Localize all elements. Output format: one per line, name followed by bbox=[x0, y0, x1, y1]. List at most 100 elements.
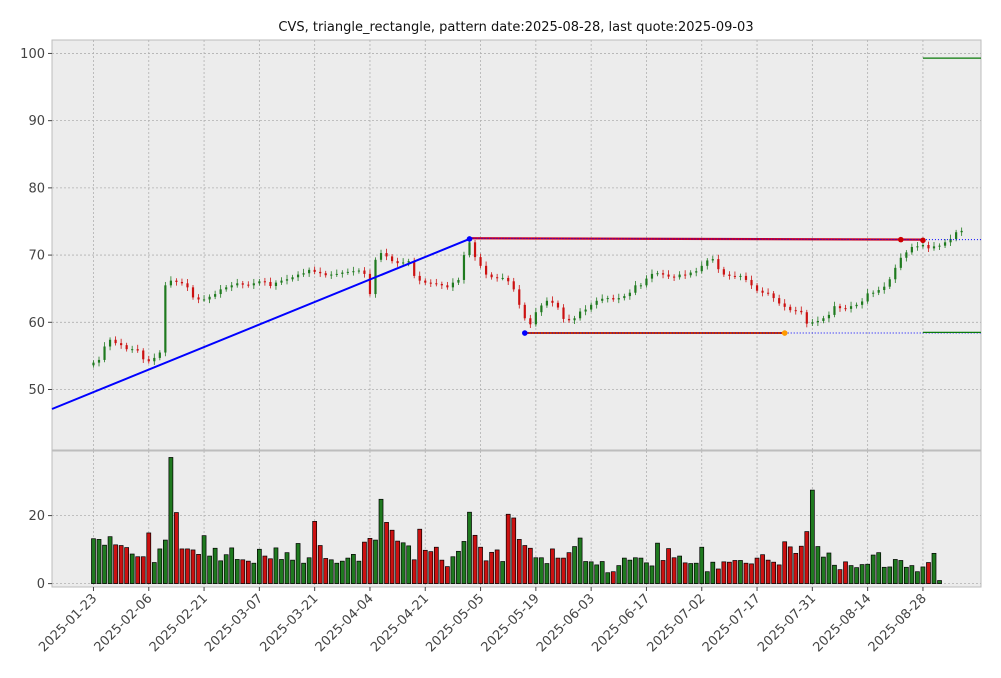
volume-bar bbox=[516, 539, 522, 584]
candle-body bbox=[656, 273, 659, 275]
volume-bar bbox=[317, 545, 323, 584]
volume-bar bbox=[682, 562, 688, 584]
volume-bar bbox=[793, 552, 799, 584]
candle-body bbox=[379, 253, 383, 260]
volume-bar bbox=[776, 564, 782, 584]
volume-bar bbox=[848, 565, 854, 584]
candle-body bbox=[335, 273, 338, 275]
candle-body bbox=[402, 262, 405, 264]
candle-body bbox=[811, 322, 814, 324]
candle-body bbox=[346, 271, 349, 273]
candle-body bbox=[258, 281, 261, 284]
volume-bar bbox=[257, 548, 262, 584]
volume-bar bbox=[107, 536, 113, 584]
volume-bar bbox=[439, 559, 445, 584]
volume-bar bbox=[174, 512, 179, 584]
candle-body bbox=[883, 286, 886, 291]
volume-bar bbox=[323, 558, 329, 584]
candle-body bbox=[866, 293, 869, 302]
volume-tick-label: 20 bbox=[28, 509, 45, 524]
pattern-point-marker bbox=[466, 236, 473, 242]
volume-bar bbox=[610, 571, 616, 584]
volume-bar bbox=[505, 513, 511, 584]
candle-body bbox=[131, 349, 134, 351]
candle-body bbox=[413, 261, 416, 276]
candle-body bbox=[385, 253, 388, 257]
volume-bar bbox=[207, 555, 212, 584]
candle-body bbox=[523, 304, 526, 319]
x-tick-label: 2025-05-05 bbox=[423, 591, 487, 655]
candle-body bbox=[252, 283, 255, 286]
volume-bar bbox=[594, 564, 600, 584]
candle-body bbox=[844, 308, 847, 310]
x-tick-label: 2025-04-04 bbox=[313, 591, 377, 655]
candle-body bbox=[872, 292, 875, 294]
candle-body bbox=[932, 246, 936, 249]
candle-body bbox=[451, 282, 455, 288]
candle-body bbox=[529, 318, 532, 325]
volume-bar bbox=[212, 547, 218, 584]
candle-body bbox=[789, 306, 792, 311]
volume-bar bbox=[124, 547, 130, 584]
volume-bar bbox=[339, 560, 345, 584]
candle-body bbox=[888, 279, 891, 287]
candle-body bbox=[225, 287, 228, 290]
candle-body bbox=[722, 269, 725, 275]
candle-body bbox=[202, 299, 206, 301]
candle-body bbox=[357, 270, 361, 272]
volume-bar bbox=[411, 559, 417, 584]
volume-bar bbox=[870, 554, 876, 584]
candle-body bbox=[910, 247, 913, 253]
candle-body bbox=[960, 230, 963, 233]
volume-bar bbox=[887, 566, 893, 584]
candle-body bbox=[330, 274, 333, 276]
volume-bar bbox=[754, 557, 760, 584]
x-tick-label: 2025-03-21 bbox=[257, 591, 321, 655]
x-tick-label: 2025-07-17 bbox=[700, 591, 764, 655]
candle-body bbox=[750, 279, 753, 286]
volume-bar bbox=[599, 561, 605, 584]
candle-body bbox=[805, 312, 808, 324]
volume-bar bbox=[279, 559, 284, 584]
volume-bar bbox=[644, 562, 649, 584]
candle-body bbox=[490, 274, 493, 278]
candle-body bbox=[363, 270, 366, 274]
volume-bar bbox=[677, 555, 682, 584]
candle-body bbox=[894, 267, 897, 280]
volume-bar bbox=[727, 561, 732, 584]
x-tick-label: 2025-02-06 bbox=[92, 591, 156, 655]
candle-body bbox=[285, 279, 289, 281]
volume-bar bbox=[234, 559, 240, 584]
candle-body bbox=[755, 285, 759, 291]
volume-bar bbox=[301, 562, 306, 584]
volume-bar bbox=[168, 457, 174, 584]
candle-body bbox=[291, 277, 294, 280]
candle-body bbox=[861, 301, 864, 305]
x-tick-label: 2025-07-02 bbox=[645, 591, 709, 655]
volume-bar bbox=[400, 542, 406, 584]
candle-body bbox=[623, 296, 626, 299]
candle-body bbox=[827, 314, 831, 319]
resistance-line bbox=[469, 237, 923, 241]
candle-body bbox=[739, 275, 742, 277]
candle-body bbox=[650, 273, 654, 279]
volume-bar bbox=[655, 542, 660, 584]
candle-body bbox=[562, 307, 565, 319]
volume-bar bbox=[201, 535, 207, 584]
volume-bar bbox=[185, 548, 190, 584]
volume-bar bbox=[91, 538, 96, 584]
volume-bar bbox=[445, 566, 450, 584]
volume-bar bbox=[787, 546, 793, 584]
candle-body bbox=[573, 318, 576, 321]
x-tick-label: 2025-04-21 bbox=[368, 591, 432, 655]
x-axis: 2025-01-232025-02-062025-02-212025-03-07… bbox=[36, 587, 930, 655]
volume-bar bbox=[389, 529, 395, 584]
volume-bar bbox=[621, 557, 627, 584]
x-tick-label: 2025-02-21 bbox=[147, 591, 211, 655]
volume-bar bbox=[931, 552, 937, 584]
candle-body bbox=[208, 296, 211, 300]
volume-bar bbox=[926, 562, 931, 584]
volume-bar bbox=[151, 562, 157, 584]
volume-bar bbox=[627, 559, 633, 584]
volume-bar bbox=[583, 561, 588, 584]
